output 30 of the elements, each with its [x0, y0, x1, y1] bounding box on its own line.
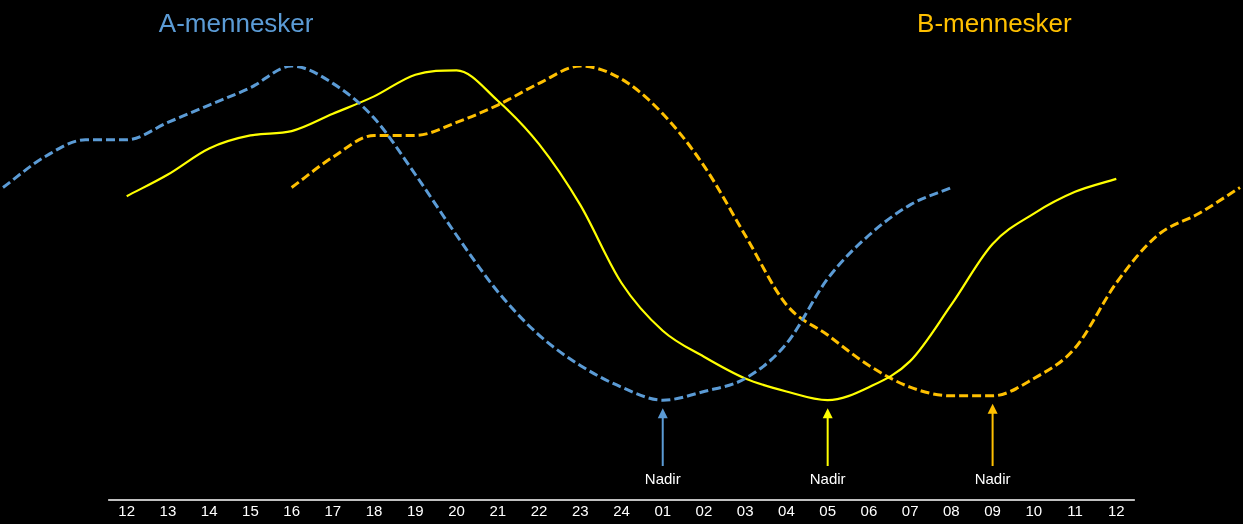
annotation: Nadir — [644, 470, 681, 488]
x-tick-label: 18 — [365, 502, 383, 520]
annotation: Nadir — [974, 470, 1011, 488]
x-tick-label: 08 — [943, 502, 960, 520]
x-tick-label: 15 — [242, 502, 259, 520]
x-tick-label: 06 — [860, 502, 878, 520]
x-tick-label: 03 — [736, 502, 754, 520]
x-tick-label: 12 — [118, 502, 136, 520]
x-tick-label: 19 — [406, 502, 424, 520]
x-tick-label: 11 — [1067, 502, 1083, 520]
x-tick-label: 17 — [324, 502, 342, 520]
x-tick-label: 09 — [984, 502, 1001, 520]
x-tick-label: 04 — [778, 502, 795, 520]
x-tick-label: 21 — [489, 502, 507, 520]
text: B-mennesker — [917, 8, 1073, 39]
x-tick-label: 24 — [613, 502, 630, 520]
x-tick-label: 02 — [695, 502, 713, 520]
annotation: Nadir — [809, 470, 846, 488]
x-tick-label: 14 — [200, 502, 218, 520]
x-tick-label: 16 — [283, 502, 300, 520]
x-tick-label: 13 — [159, 502, 177, 520]
x-tick-label: 20 — [448, 502, 465, 520]
x-tick-label: 22 — [530, 502, 548, 520]
x-tick-label: 07 — [901, 502, 919, 520]
x-tick-label: 12 — [1107, 502, 1125, 520]
x-tick-label: 05 — [819, 502, 837, 520]
x-tick-label: 01 — [654, 502, 672, 520]
x-tick-label: 23 — [571, 502, 589, 520]
series-label: A-mennesker — [158, 8, 314, 39]
x-tick-label: 10 — [1025, 502, 1043, 520]
